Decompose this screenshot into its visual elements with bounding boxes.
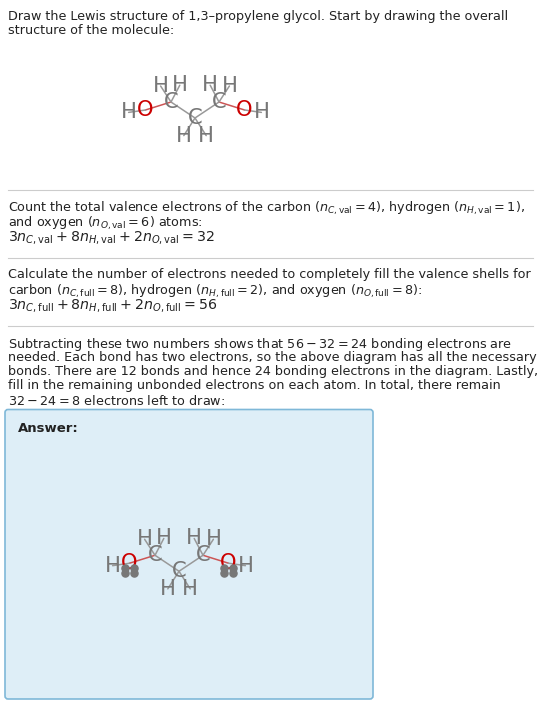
Text: needed. Each bond has two electrons, so the above diagram has all the necessary: needed. Each bond has two electrons, so … (8, 351, 537, 363)
Text: structure of the molecule:: structure of the molecule: (8, 25, 174, 37)
Text: H: H (202, 75, 218, 95)
Text: $3 n_{C, \mathrm{val}} + 8 n_{H, \mathrm{val}} + 2 n_{O, \mathrm{val}} = 32$: $3 n_{C, \mathrm{val}} + 8 n_{H, \mathrm… (8, 229, 215, 246)
Text: C: C (163, 92, 179, 112)
Text: O: O (236, 100, 253, 120)
Text: O: O (220, 553, 237, 573)
Text: O: O (137, 100, 154, 120)
Text: H: H (160, 579, 176, 599)
Text: O: O (121, 553, 137, 573)
Text: $3 n_{C, \mathrm{full}} + 8 n_{H, \mathrm{full}} + 2 n_{O, \mathrm{full}} = 56$: $3 n_{C, \mathrm{full}} + 8 n_{H, \mathr… (8, 297, 217, 314)
Text: $32 - 24 = 8$ electrons left to draw:: $32 - 24 = 8$ electrons left to draw: (8, 394, 225, 408)
Text: C: C (188, 108, 202, 128)
Text: H: H (176, 125, 192, 146)
Text: H: H (186, 529, 202, 548)
Text: H: H (153, 76, 169, 96)
Text: H: H (104, 555, 121, 576)
Text: C: C (148, 546, 162, 565)
Text: C: C (171, 561, 187, 582)
FancyBboxPatch shape (5, 410, 373, 699)
Text: H: H (156, 529, 172, 548)
Text: Calculate the number of electrons needed to completely fill the valence shells f: Calculate the number of electrons needed… (8, 268, 531, 281)
Text: H: H (182, 579, 198, 599)
Text: H: H (206, 529, 221, 549)
Text: H: H (136, 529, 153, 549)
Text: Subtracting these two numbers shows that $56 - 32 = 24$ bonding electrons are: Subtracting these two numbers shows that… (8, 336, 512, 353)
Text: H: H (221, 76, 237, 96)
Text: and oxygen ($n_{O, \mathrm{val}} = 6$) atoms:: and oxygen ($n_{O, \mathrm{val}} = 6$) a… (8, 215, 202, 232)
Text: Draw the Lewis structure of 1,3–propylene glycol. Start by drawing the overall: Draw the Lewis structure of 1,3–propylen… (8, 10, 508, 23)
Text: H: H (121, 102, 136, 122)
Text: H: H (172, 75, 188, 95)
Text: C: C (212, 92, 226, 112)
Text: H: H (253, 102, 269, 122)
Text: Count the total valence electrons of the carbon ($n_{C, \mathrm{val}} = 4$), hyd: Count the total valence electrons of the… (8, 200, 525, 218)
Text: H: H (237, 555, 253, 576)
Text: carbon ($n_{C, \mathrm{full}} = 8$), hydrogen ($n_{H, \mathrm{full}} = 2$), and : carbon ($n_{C, \mathrm{full}} = 8$), hyd… (8, 282, 423, 300)
Text: Answer:: Answer: (18, 422, 79, 434)
Text: H: H (198, 125, 214, 146)
Text: fill in the remaining unbonded electrons on each atom. In total, there remain: fill in the remaining unbonded electrons… (8, 379, 501, 393)
Text: C: C (196, 546, 210, 565)
Text: bonds. There are 12 bonds and hence 24 bonding electrons in the diagram. Lastly,: bonds. There are 12 bonds and hence 24 b… (8, 365, 538, 378)
